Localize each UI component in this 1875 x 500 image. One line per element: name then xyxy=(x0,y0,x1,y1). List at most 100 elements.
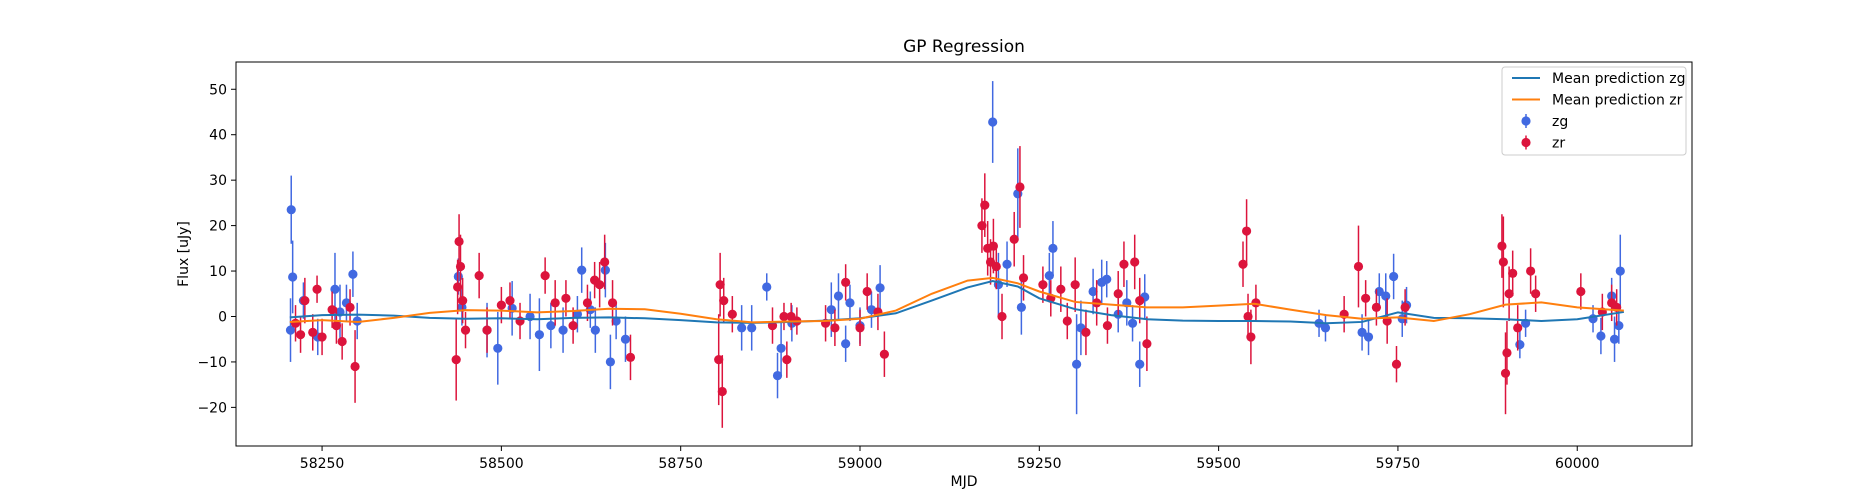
mean-line-zr xyxy=(289,276,1624,324)
axes: 58250 58500 58750 59000 59250 59500 59750 60000… xyxy=(197,61,1693,472)
y-axis-label: Flux [uJy] xyxy=(176,221,192,287)
point-zr-2 xyxy=(300,295,310,306)
point-zg-42 xyxy=(1002,259,1012,269)
point-zr-90 xyxy=(1513,323,1523,333)
y-tick-label-0: 0 xyxy=(218,309,227,325)
legend-label-mean-zg: Mean prediction zg xyxy=(1552,71,1686,87)
point-zr-20 xyxy=(505,295,515,306)
point-zg-36 xyxy=(845,298,855,308)
point-zr-31 xyxy=(625,352,636,362)
point-zg-13 xyxy=(493,343,503,353)
point-zr-46 xyxy=(862,286,872,297)
point-zg-39 xyxy=(875,283,885,293)
point-zr-80 xyxy=(1371,302,1382,312)
legend-label-zr: zr xyxy=(1552,136,1565,152)
point-zr-19 xyxy=(496,300,506,310)
point-zr-70 xyxy=(1135,295,1145,306)
point-zg-25 xyxy=(611,316,621,326)
point-zg-29 xyxy=(762,282,772,292)
point-zg-40 xyxy=(988,117,998,127)
legend: Mean prediction zg Mean prediction zr zg zr xyxy=(1501,66,1687,156)
point-zr-11 xyxy=(451,355,461,365)
point-zg-44 xyxy=(1016,302,1026,312)
series-zr xyxy=(290,146,1622,428)
point-zg-47 xyxy=(1072,359,1082,369)
point-zg-26 xyxy=(620,334,631,344)
point-zr-39 xyxy=(782,355,792,365)
point-zr-84 xyxy=(1497,241,1507,251)
x-tick-label-59750: 59750 xyxy=(1376,456,1421,472)
point-zr-9 xyxy=(345,302,355,312)
legend-box xyxy=(1501,66,1687,156)
point-zr-48 xyxy=(879,349,889,359)
legend-label-zg: zg xyxy=(1552,114,1568,130)
x-axis-label: MJD xyxy=(951,474,978,490)
point-zr-30 xyxy=(607,298,618,308)
point-zg-2 xyxy=(285,325,296,335)
point-zr-89 xyxy=(1508,268,1518,278)
plot-area xyxy=(285,81,1625,428)
point-zr-18 xyxy=(482,325,492,335)
point-zg-17 xyxy=(546,320,556,331)
point-zg-20 xyxy=(577,265,587,275)
point-zr-71 xyxy=(1142,339,1152,349)
x-tick-label-60000: 60000 xyxy=(1555,456,1600,472)
point-zr-33 xyxy=(715,280,725,290)
point-zg-18 xyxy=(558,325,568,335)
y-tick-label--20: −20 xyxy=(197,400,227,416)
point-zr-29 xyxy=(600,257,610,267)
point-zg-31 xyxy=(776,343,786,353)
point-zr-73 xyxy=(1241,226,1252,236)
axes-frame xyxy=(235,61,1693,447)
y-tick-label-40: 40 xyxy=(209,128,227,144)
point-zr-32 xyxy=(714,355,724,365)
point-zg-46 xyxy=(1048,243,1058,253)
point-zr-93 xyxy=(1576,286,1586,297)
point-zg-62 xyxy=(1381,291,1391,301)
point-zg-49 xyxy=(1088,286,1098,297)
point-zr-24 xyxy=(561,293,571,303)
point-zg-1 xyxy=(288,272,298,282)
point-zg-45 xyxy=(1044,270,1054,281)
point-zr-88 xyxy=(1504,289,1514,299)
point-zg-72 xyxy=(1615,266,1625,276)
point-zg-22 xyxy=(590,325,600,335)
x-tick-label-59000: 59000 xyxy=(838,456,883,472)
legend-swatch-zg-marker xyxy=(1521,116,1531,126)
point-zr-35 xyxy=(719,295,729,306)
point-zr-22 xyxy=(540,270,550,281)
point-zr-75 xyxy=(1246,332,1256,342)
y-tick-label-20: 20 xyxy=(209,219,227,235)
legend-swatch-zr-marker xyxy=(1521,137,1531,148)
point-zr-57 xyxy=(1015,182,1025,192)
point-zg-30 xyxy=(772,370,783,381)
x-tick-label-58250: 58250 xyxy=(300,456,345,472)
point-zr-14 xyxy=(455,261,466,272)
point-zg-16 xyxy=(534,330,544,340)
point-zr-87 xyxy=(1502,348,1512,358)
point-zr-6 xyxy=(327,305,337,315)
point-zg-35 xyxy=(841,339,851,349)
point-zr-66 xyxy=(1102,320,1113,331)
point-zg-33 xyxy=(826,305,836,315)
point-zr-15 xyxy=(458,295,468,306)
x-tick-label-59500: 59500 xyxy=(1196,456,1241,472)
point-zr-44 xyxy=(841,277,851,288)
point-zr-0 xyxy=(290,318,301,328)
point-zr-68 xyxy=(1119,259,1129,269)
point-zr-16 xyxy=(460,325,471,335)
point-zr-23 xyxy=(550,298,560,308)
point-zg-54 xyxy=(1127,318,1138,328)
legend-swatch-zg xyxy=(1521,114,1531,128)
point-zr-79 xyxy=(1361,293,1371,303)
point-zg-73 xyxy=(1614,320,1624,331)
point-zr-54 xyxy=(991,261,1001,272)
point-zr-62 xyxy=(1062,316,1072,326)
point-zr-56 xyxy=(1009,234,1019,244)
point-zg-55 xyxy=(1135,359,1145,369)
point-zr-91 xyxy=(1526,266,1536,276)
y-tick-label-30: 30 xyxy=(209,173,227,189)
point-zg-24 xyxy=(605,357,616,367)
point-zr-5 xyxy=(317,332,327,342)
point-zr-4 xyxy=(312,284,322,294)
